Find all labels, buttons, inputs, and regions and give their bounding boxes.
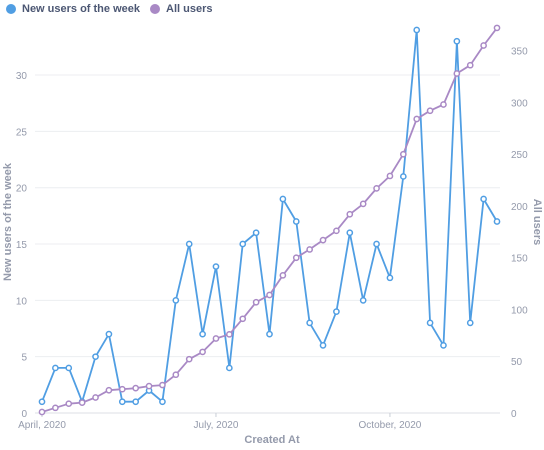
- data-point-all-users: [373, 185, 380, 192]
- data-point-all-users: [493, 24, 501, 32]
- data-point-new-users: [306, 319, 313, 327]
- data-point-all-users: [426, 107, 434, 115]
- data-point-new-users: [239, 240, 247, 248]
- data-point-new-users: [252, 229, 260, 237]
- legend: New users of the week All users: [6, 3, 222, 15]
- data-point-new-users: [440, 342, 447, 349]
- data-point-new-users: [118, 398, 126, 406]
- data-point-new-users: [346, 229, 354, 237]
- data-point-new-users: [159, 398, 166, 406]
- data-point-all-users: [185, 355, 193, 363]
- legend-dot-all-users: [150, 4, 160, 14]
- y-right-tick-label: 50: [511, 357, 523, 368]
- y-right-axis-title: All users: [531, 199, 543, 245]
- data-point-all-users: [199, 348, 206, 356]
- data-point-new-users: [493, 218, 501, 225]
- data-point-all-users: [172, 371, 180, 379]
- data-point-new-users: [38, 398, 46, 406]
- data-point-all-users: [359, 200, 367, 208]
- data-point-new-users: [65, 364, 73, 372]
- y-left-tick-label: 15: [16, 240, 28, 251]
- data-point-all-users: [279, 271, 287, 279]
- y-right-tick-label: 250: [511, 150, 528, 161]
- x-tick-label: October, 2020: [359, 420, 422, 431]
- y-right-tick-label: 100: [511, 305, 528, 316]
- data-point-all-users: [346, 210, 354, 218]
- data-point-all-users: [480, 42, 487, 49]
- series-line-all-users: [41, 27, 498, 413]
- data-point-new-users: [105, 330, 113, 338]
- data-point-all-users: [239, 315, 247, 323]
- y-left-axis-title: New users of the week: [2, 162, 14, 281]
- data-point-all-users: [399, 150, 407, 158]
- data-point-new-users: [386, 274, 394, 282]
- data-point-new-users: [226, 364, 233, 372]
- legend-item-new-users[interactable]: New users of the week: [6, 3, 140, 15]
- data-point-all-users: [306, 246, 313, 253]
- data-point-all-users: [226, 330, 233, 338]
- x-tick-label: April, 2020: [18, 420, 66, 431]
- legend-label-new-users: New users of the week: [22, 3, 140, 15]
- data-point-new-users: [466, 319, 474, 327]
- y-right-tick-label: 0: [511, 409, 517, 420]
- data-point-new-users: [132, 398, 140, 406]
- data-point-new-users: [212, 263, 220, 270]
- data-point-all-users: [52, 404, 59, 412]
- y-right-tick-label: 150: [511, 254, 528, 265]
- data-point-all-users: [266, 291, 273, 299]
- data-point-new-users: [52, 364, 59, 372]
- data-point-new-users: [333, 308, 340, 315]
- data-point-new-users: [199, 330, 206, 338]
- y-right-tick-label: 350: [511, 47, 528, 58]
- series-line-new-users: [41, 29, 498, 403]
- data-point-new-users: [399, 173, 407, 180]
- data-point-all-users: [386, 172, 394, 180]
- data-point-all-users: [159, 381, 166, 389]
- data-point-all-users: [333, 227, 340, 235]
- y-left-tick-label: 25: [16, 127, 28, 138]
- legend-item-all-users[interactable]: All users: [150, 3, 212, 15]
- data-point-new-users: [266, 330, 273, 338]
- x-axis-title: Created At: [244, 434, 300, 446]
- data-point-all-users: [38, 408, 46, 416]
- data-point-new-users: [373, 240, 380, 248]
- data-point-new-users: [319, 342, 327, 349]
- y-left-tick-label: 10: [16, 296, 28, 307]
- data-point-new-users: [359, 297, 367, 304]
- y-right-tick-label: 200: [511, 202, 528, 213]
- data-point-all-users: [65, 400, 73, 408]
- y-left-tick-label: 5: [21, 353, 27, 364]
- data-point-all-users: [252, 298, 260, 306]
- data-point-all-users: [78, 399, 86, 406]
- data-point-new-users: [480, 195, 487, 203]
- data-point-all-users: [118, 385, 126, 393]
- data-point-all-users: [319, 236, 327, 244]
- x-tick-label: July, 2020: [194, 420, 239, 431]
- y-right-tick-label: 300: [511, 98, 528, 109]
- data-point-all-users: [92, 394, 99, 401]
- legend-label-all-users: All users: [166, 3, 213, 15]
- data-point-new-users: [292, 218, 300, 225]
- data-point-new-users: [453, 37, 461, 45]
- data-point-new-users: [426, 319, 434, 327]
- data-point-new-users: [413, 26, 421, 34]
- data-point-all-users: [145, 382, 153, 390]
- data-point-all-users: [292, 254, 300, 262]
- y-left-tick-label: 30: [16, 71, 28, 82]
- data-point-new-users: [185, 240, 193, 248]
- data-point-all-users: [466, 61, 474, 69]
- data-point-new-users: [92, 353, 99, 361]
- data-point-all-users: [453, 70, 461, 77]
- y-left-tick-label: 0: [21, 409, 27, 420]
- data-point-all-users: [413, 115, 421, 123]
- legend-dot-new-users: [6, 4, 16, 14]
- data-point-all-users: [132, 384, 140, 392]
- data-point-all-users: [440, 101, 447, 108]
- data-point-new-users: [172, 297, 180, 304]
- data-point-all-users: [212, 335, 220, 342]
- y-left-tick-label: 20: [16, 184, 28, 195]
- data-point-new-users: [279, 195, 287, 203]
- data-point-all-users: [105, 386, 113, 394]
